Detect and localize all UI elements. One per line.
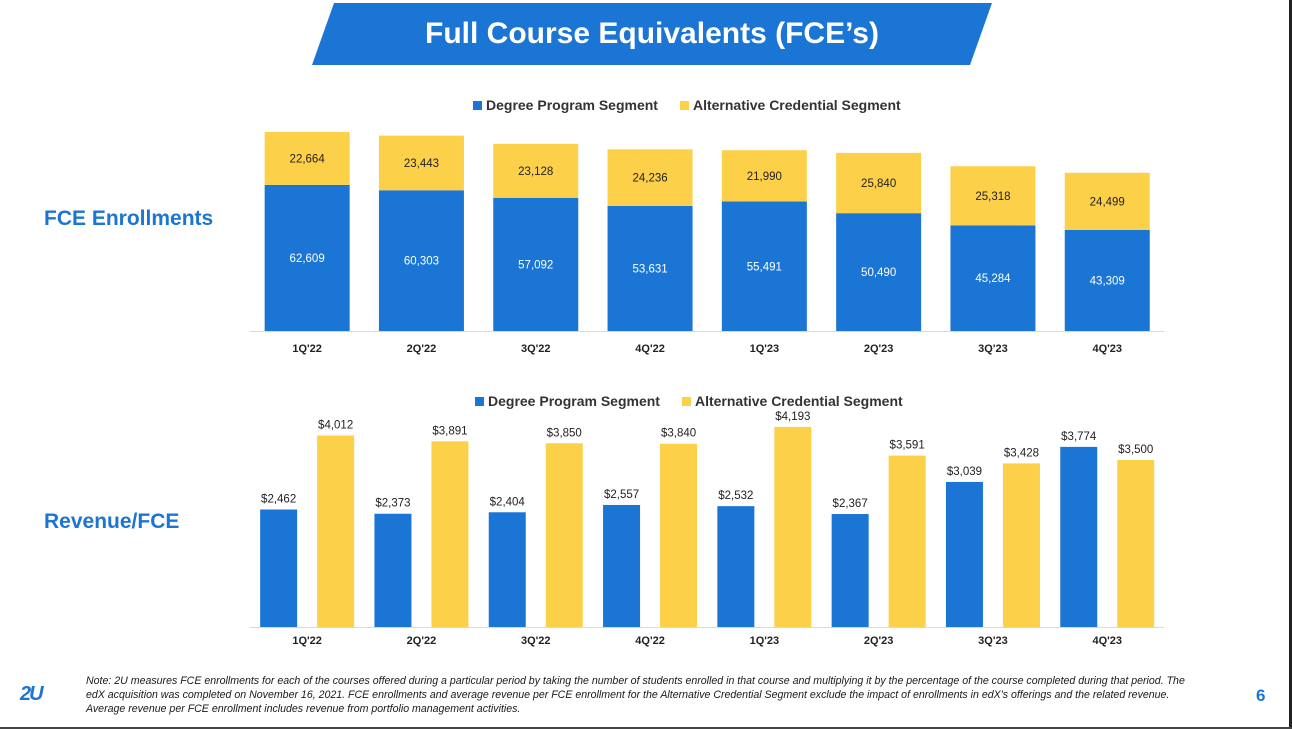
revenue-bar-alternative-7 (1117, 459, 1155, 627)
revenue-bar-alternative-0 (317, 435, 355, 627)
revenue-bar-degree-6 (945, 481, 983, 627)
enrollments-tick-1: 2Q'22 (407, 343, 437, 355)
enrollments-bar-alternative-6 (950, 166, 1036, 226)
revenue-bar-alternative-3 (660, 443, 698, 627)
revenue-label-alternative-2: $3,850 (547, 427, 582, 439)
enrollments-legend-label-1: Alternative Credential Segment (693, 97, 901, 113)
revenue-bar-alternative-1 (431, 441, 469, 627)
enrollments-label-alternative-4: 21,990 (747, 171, 782, 183)
revenue-label-degree-6: $3,039 (947, 466, 982, 478)
revenue-label-alternative-6: $3,428 (1004, 447, 1039, 459)
revenue-legend-swatch-0 (475, 397, 484, 406)
enrollments-label-alternative-6: 25,318 (975, 191, 1010, 203)
enrollments-bar-alternative-5 (836, 152, 922, 214)
revenue-tick-1: 2Q'22 (407, 635, 437, 647)
revenue-bar-alternative-5 (888, 455, 926, 627)
revenue-label-alternative-5: $3,591 (890, 440, 925, 452)
revenue-label-alternative-1: $3,891 (432, 425, 467, 437)
enrollments-legend-swatch-0 (473, 101, 482, 110)
enrollments-bar-degree-0 (264, 184, 350, 331)
enrollments-bar-alternative-1 (378, 135, 464, 191)
revenue-label-alternative-7: $3,500 (1118, 444, 1153, 456)
enrollments-label-alternative-7: 24,499 (1090, 196, 1125, 208)
slide-frame-right (1289, 0, 1292, 729)
revenue-bar-degree-3 (603, 504, 641, 627)
revenue-label-degree-3: $2,557 (604, 489, 639, 501)
revenue-bar-alternative-2 (545, 443, 583, 627)
enrollments-label-degree-6: 45,284 (975, 273, 1011, 285)
enrollments-bar-degree-1 (378, 190, 464, 331)
enrollments-bar-alternative-4 (721, 150, 807, 202)
revenue-tick-3: 4Q'22 (635, 635, 665, 647)
enrollments-tick-0: 1Q'22 (292, 343, 322, 355)
enrollments-label-degree-4: 55,491 (747, 261, 782, 273)
enrollments-bar-degree-2 (493, 197, 579, 331)
revenue-tick-2: 3Q'22 (521, 635, 551, 647)
revenue-legend-swatch-1 (681, 397, 691, 406)
enrollments-tick-7: 4Q'23 (1092, 343, 1122, 355)
revenue-per-fce-label: Revenue/FCE (44, 510, 180, 533)
enrollments-bar-degree-3 (607, 205, 693, 331)
enrollments-tick-5: 2Q'23 (864, 343, 894, 355)
revenue-label-alternative-0: $4,012 (318, 420, 353, 432)
enrollments-label-degree-7: 43,309 (1090, 275, 1125, 287)
enrollments-label-degree-3: 53,631 (632, 263, 667, 275)
enrollments-label-degree-1: 60,303 (404, 256, 439, 268)
enrollments-label-degree-0: 62,609 (290, 253, 325, 265)
enrollments-bar-degree-7 (1064, 229, 1150, 331)
revenue-label-degree-4: $2,532 (718, 490, 753, 502)
revenue-tick-6: 3Q'23 (978, 635, 1008, 647)
revenue-label-degree-5: $2,367 (833, 498, 868, 510)
enrollments-legend-label-0: Degree Program Segment (486, 97, 658, 113)
enrollments-bar-alternative-2 (493, 143, 579, 198)
revenue-bar-degree-4 (717, 506, 755, 627)
enrollments-label-alternative-0: 22,664 (290, 153, 326, 165)
enrollments-label-degree-2: 57,092 (518, 259, 553, 271)
enrollments-bar-alternative-0 (264, 132, 350, 185)
page-number: 6 (1256, 686, 1266, 705)
revenue-label-alternative-3: $3,840 (661, 428, 696, 440)
enrollments-tick-6: 3Q'23 (978, 343, 1008, 355)
revenue-bar-degree-2 (488, 512, 526, 627)
title-banner (312, 3, 992, 65)
slide-frame-bottom (0, 727, 1292, 729)
revenue-label-degree-7: $3,774 (1061, 431, 1097, 443)
revenue-bar-degree-5 (831, 514, 869, 627)
enrollments-bar-degree-4 (721, 201, 807, 331)
enrollments-label-alternative-5: 25,840 (861, 178, 896, 190)
revenue-bar-degree-7 (1060, 446, 1098, 627)
revenue-tick-7: 4Q'23 (1092, 635, 1122, 647)
enrollments-bar-degree-6 (950, 225, 1036, 331)
revenue-label-degree-2: $2,404 (490, 496, 526, 508)
fce-enrollments-label: FCE Enrollments (44, 207, 214, 230)
enrollments-tick-2: 3Q'22 (521, 343, 551, 355)
revenue-legend-label-1: Alternative Credential Segment (695, 393, 903, 409)
enrollments-tick-3: 4Q'22 (635, 343, 665, 355)
enrollments-bar-degree-5 (836, 213, 922, 331)
revenue-bar-alternative-4 (774, 426, 812, 627)
slide-title: Full Course Equivalents (FCE’s) (425, 17, 879, 50)
enrollments-label-alternative-1: 23,443 (404, 158, 439, 170)
enrollments-bar-alternative-7 (1064, 172, 1150, 230)
revenue-label-degree-0: $2,462 (261, 493, 296, 505)
revenue-label-alternative-4: $4,193 (775, 411, 810, 423)
enrollments-label-degree-5: 50,490 (861, 267, 896, 279)
enrollments-label-alternative-2: 23,128 (518, 166, 553, 178)
revenue-legend-label-0: Degree Program Segment (488, 393, 660, 409)
footnote: Note: 2U measures FCE enrollments for ea… (86, 675, 1185, 715)
2u-logo: 2U (20, 683, 44, 705)
revenue-bar-degree-1 (374, 513, 412, 627)
enrollments-label-alternative-3: 24,236 (632, 173, 667, 185)
revenue-tick-0: 1Q'22 (292, 635, 322, 647)
revenue-tick-4: 1Q'23 (750, 635, 780, 647)
revenue-label-degree-1: $2,373 (375, 498, 410, 510)
revenue-tick-5: 2Q'23 (864, 635, 894, 647)
enrollments-tick-4: 1Q'23 (750, 343, 780, 355)
enrollments-bar-alternative-3 (607, 149, 693, 206)
revenue-bar-alternative-6 (1002, 463, 1040, 627)
enrollments-legend-swatch-1 (679, 101, 689, 110)
revenue-bar-degree-0 (260, 509, 298, 627)
